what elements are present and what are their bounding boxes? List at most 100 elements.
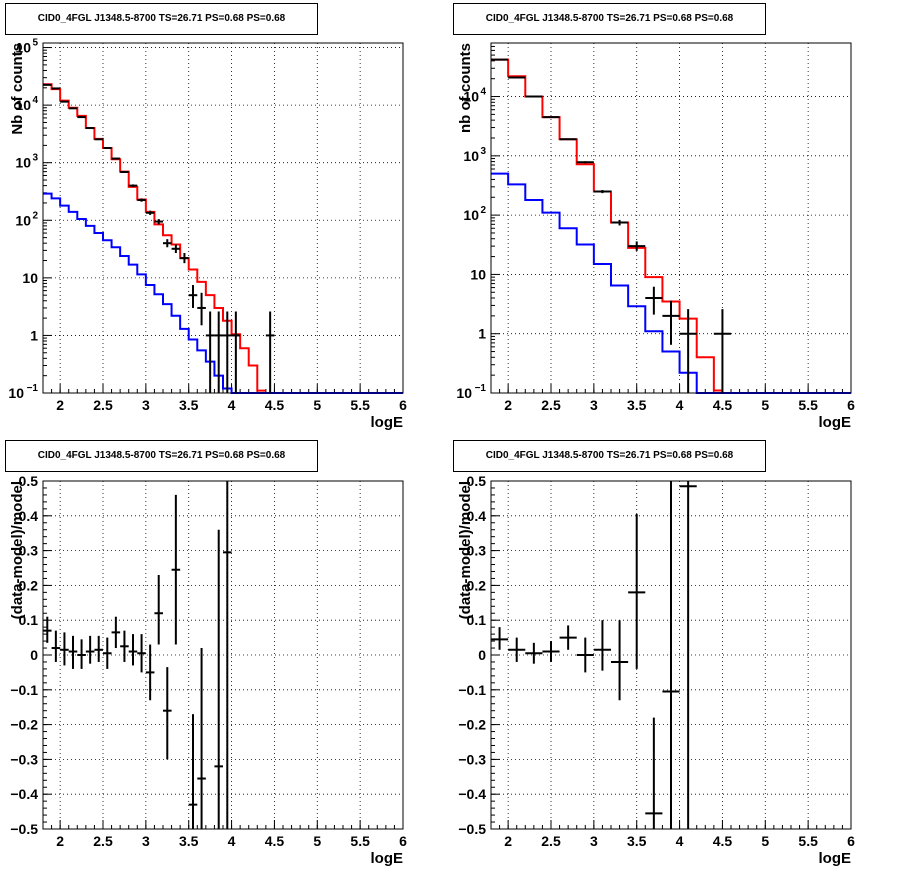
x-tick-label: 5.5 [350, 833, 370, 849]
x-tick-label: 5 [761, 397, 769, 413]
y-tick-label: 0.4 [467, 508, 487, 524]
x-tick-label: 2.5 [541, 397, 561, 413]
y-tick-label: 0.1 [19, 612, 39, 628]
y-axis-label: (data-model)/model [457, 481, 474, 619]
y-axis-label: nb of counts [457, 43, 474, 133]
y-tick-label: 10 [456, 385, 472, 401]
y-tick-label: 0.2 [467, 577, 487, 593]
x-tick-label: 5.5 [798, 833, 818, 849]
plot-area [43, 43, 403, 393]
x-tick-label: 2 [504, 833, 512, 849]
x-axis-label: logE [819, 414, 852, 431]
x-tick-label: 5 [761, 833, 769, 849]
plot-title-bottom-right: CID0_4FGL J1348.5-8700 TS=26.71 PS=0.68 … [453, 440, 766, 472]
y-tick-label: 10 [15, 40, 31, 56]
x-tick-label: 2.5 [93, 833, 113, 849]
x-tick-label: 6 [399, 833, 407, 849]
y-tick-exponent: 2 [480, 205, 486, 216]
y-tick-label: 0 [30, 647, 38, 663]
y-tick-label: 10 [463, 207, 479, 223]
y-tick-label: −0.3 [10, 751, 38, 767]
plot-frame [42, 480, 404, 830]
y-tick-label: 10 [15, 97, 31, 113]
x-tick-label: 3.5 [627, 397, 647, 413]
y-tick-label: −0.5 [10, 821, 38, 837]
x-tick-label: 3 [142, 833, 150, 849]
plot-frame [490, 42, 852, 394]
y-tick-label: 0.4 [19, 508, 39, 524]
plot-title-top-left: CID0_4FGL J1348.5-8700 TS=26.71 PS=0.68 … [5, 3, 318, 35]
x-tick-label: 3 [590, 397, 598, 413]
x-tick-label: 4 [676, 833, 684, 849]
plot-frame [490, 480, 852, 830]
y-tick-label: 0.3 [19, 543, 39, 559]
x-tick-label: 3 [142, 397, 150, 413]
y-tick-label: 0.3 [467, 543, 487, 559]
y-tick-label: 10 [463, 148, 479, 164]
y-tick-label: 0.5 [467, 473, 487, 489]
x-tick-label: 3 [590, 833, 598, 849]
y-tick-exponent: 3 [480, 146, 486, 157]
x-tick-label: 4 [228, 833, 236, 849]
y-tick-label: 10 [8, 385, 24, 401]
x-tick-label: 3.5 [179, 833, 199, 849]
y-tick-label: 1 [30, 327, 38, 343]
y-tick-label: 10 [463, 89, 479, 105]
y-tick-label: −0.2 [458, 717, 486, 733]
x-tick-label: 4 [228, 397, 236, 413]
x-tick-label: 4.5 [265, 833, 285, 849]
y-tick-label: −0.1 [10, 682, 38, 698]
x-tick-label: 4.5 [713, 833, 733, 849]
x-tick-label: 5.5 [798, 397, 818, 413]
y-tick-label: 10 [15, 212, 31, 228]
x-axis-label: logE [371, 850, 404, 867]
y-tick-exponent: −1 [475, 383, 487, 394]
y-tick-label: −0.5 [458, 821, 486, 837]
y-tick-label: 1 [478, 326, 486, 342]
y-tick-exponent: 5 [32, 38, 38, 49]
x-tick-label: 2.5 [541, 833, 561, 849]
x-tick-label: 4.5 [713, 397, 733, 413]
x-tick-label: 4 [676, 397, 684, 413]
x-tick-label: 6 [847, 397, 855, 413]
x-axis-label: logE [371, 414, 404, 431]
x-tick-label: 2.5 [93, 397, 113, 413]
y-tick-exponent: 4 [480, 87, 486, 98]
y-tick-label: 10 [22, 270, 38, 286]
y-tick-exponent: 4 [32, 95, 38, 106]
y-tick-label: 0.2 [19, 577, 39, 593]
x-tick-label: 2 [504, 397, 512, 413]
y-tick-label: −0.1 [458, 682, 486, 698]
x-axis-label: logE [819, 850, 852, 867]
x-tick-label: 4.5 [265, 397, 285, 413]
y-tick-exponent: −1 [27, 383, 39, 394]
y-axis-label: Nb of counts [9, 43, 26, 135]
y-tick-exponent: 2 [32, 210, 38, 221]
y-tick-label: 0.5 [19, 473, 39, 489]
x-tick-label: 3.5 [179, 397, 199, 413]
y-tick-label: 10 [470, 266, 486, 282]
y-tick-label: −0.3 [458, 751, 486, 767]
y-tick-label: −0.4 [10, 786, 38, 802]
x-tick-label: 2 [56, 397, 64, 413]
x-tick-label: 2 [56, 833, 64, 849]
x-tick-label: 5.5 [350, 397, 370, 413]
y-tick-label: −0.2 [10, 717, 38, 733]
x-tick-label: 3.5 [627, 833, 647, 849]
x-tick-label: 5 [313, 833, 321, 849]
residual-plot-right: 2 2.5 3 3.5 4 4.5 5 5.5 6 −0.5 −0.4 −0.3 −0.2 −0.1 0 0.… [457, 473, 855, 867]
x-tick-label: 5 [313, 397, 321, 413]
residual-plot-left: 2 2.5 3 3.5 4 4.5 5 5.5 6 −0.5 −0.4 −0.3 −0.2 −0.1 0 0.… [9, 473, 407, 867]
plot-title-bottom-left: CID0_4FGL J1348.5-8700 TS=26.71 PS=0.68 … [5, 440, 318, 472]
y-axis-label: (data-model)/model [9, 481, 26, 619]
plot-frame [42, 42, 404, 394]
plot-title-top-right: CID0_4FGL J1348.5-8700 TS=26.71 PS=0.68 … [453, 3, 766, 35]
x-tick-label: 6 [847, 833, 855, 849]
y-tick-label: 0 [478, 647, 486, 663]
x-tick-label: 6 [399, 397, 407, 413]
y-tick-label: 10 [15, 155, 31, 171]
y-tick-exponent: 3 [32, 153, 38, 164]
